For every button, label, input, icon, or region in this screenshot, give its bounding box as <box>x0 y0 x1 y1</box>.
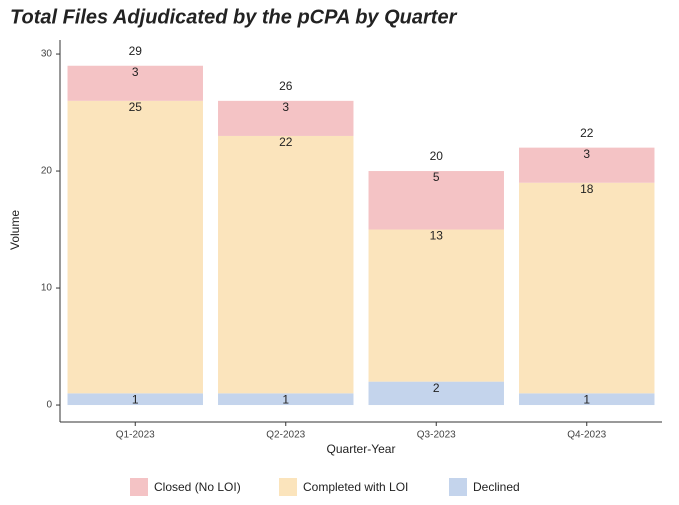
chart-title: Total Files Adjudicated by the pCPA by Q… <box>10 6 458 28</box>
legend-swatch <box>449 478 467 496</box>
bar-segment <box>67 100 203 394</box>
bar-segment <box>519 147 655 183</box>
bar-segment <box>218 100 354 136</box>
bar-segment <box>519 182 655 394</box>
total-label: 20 <box>430 149 444 163</box>
bar-segment <box>67 65 203 101</box>
bar-segment <box>519 393 655 406</box>
total-label: 29 <box>129 44 143 58</box>
segment-label: 2 <box>433 381 440 395</box>
bar-segment <box>218 135 354 394</box>
segment-label: 3 <box>282 100 289 114</box>
x-tick-label: Q4-2023 <box>567 430 606 441</box>
y-axis-title: Volume <box>8 210 22 250</box>
segment-label: 1 <box>132 393 139 407</box>
y-tick-label: 0 <box>46 400 52 411</box>
legend-label: Declined <box>473 480 520 494</box>
segment-label: 13 <box>430 229 444 243</box>
segment-label: 22 <box>279 135 293 149</box>
y-tick-label: 10 <box>41 283 53 294</box>
total-label: 22 <box>580 126 594 140</box>
bar-segment <box>218 393 354 406</box>
bar-segment <box>368 381 504 406</box>
segment-label: 1 <box>282 393 289 407</box>
bar-segment <box>67 393 203 406</box>
segment-label: 18 <box>580 182 594 196</box>
bar-segment <box>368 171 504 230</box>
segment-label: 5 <box>433 170 440 184</box>
legend-label: Completed with LOI <box>303 480 408 494</box>
total-label: 26 <box>279 79 293 93</box>
y-tick-label: 20 <box>41 166 53 177</box>
bar-segment <box>368 229 504 382</box>
x-tick-label: Q2-2023 <box>266 430 305 441</box>
segment-label: 25 <box>129 100 143 114</box>
x-tick-label: Q3-2023 <box>417 430 456 441</box>
segment-label: 3 <box>132 65 139 79</box>
segment-label: 3 <box>583 147 590 161</box>
x-axis-title: Quarter-Year <box>327 442 396 456</box>
x-tick-label: Q1-2023 <box>116 430 155 441</box>
legend-swatch <box>279 478 297 496</box>
legend-swatch <box>130 478 148 496</box>
legend-label: Closed (No LOI) <box>154 480 241 494</box>
y-tick-label: 30 <box>41 49 53 60</box>
segment-label: 1 <box>583 393 590 407</box>
